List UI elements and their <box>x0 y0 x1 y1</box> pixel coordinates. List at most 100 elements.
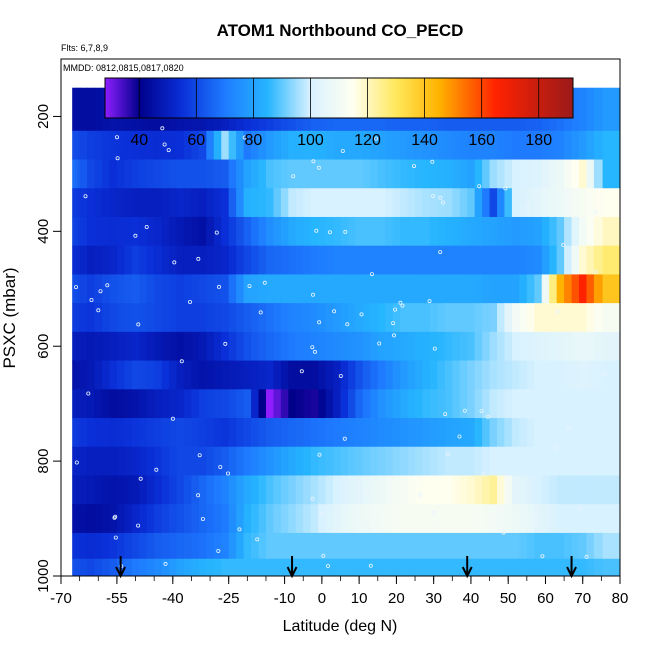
heatmap-cell <box>593 360 604 390</box>
heatmap-cell <box>444 558 453 576</box>
heatmap-cell <box>497 532 506 560</box>
heatmap-cell <box>526 274 535 304</box>
heatmap-cell <box>258 446 267 477</box>
heatmap-cell <box>236 188 245 218</box>
sample-point <box>317 452 322 457</box>
heatmap-cell <box>124 245 133 276</box>
heatmap-cell <box>511 159 520 189</box>
heatmap-cell <box>139 532 148 560</box>
sample-point <box>481 471 486 476</box>
heatmap-cell <box>519 216 528 247</box>
heatmap-cell <box>370 532 379 560</box>
x-tick-label: 70 <box>574 590 591 607</box>
heatmap-cell <box>519 418 528 448</box>
heatmap-cell <box>169 216 178 247</box>
heatmap-cell <box>504 303 513 333</box>
heatmap-cell <box>467 188 476 218</box>
heatmap-cell <box>87 303 96 333</box>
sample-point <box>299 369 304 374</box>
heatmap-cell <box>146 188 155 218</box>
sample-point <box>368 563 373 568</box>
heatmap-cell <box>362 418 371 448</box>
heatmap-cell <box>295 475 304 505</box>
heatmap-cell <box>534 303 543 333</box>
heatmap-cell <box>504 331 513 362</box>
heatmap-cell <box>370 331 379 362</box>
heatmap-cell <box>183 130 193 161</box>
heatmap-cell <box>362 159 371 189</box>
sample-point <box>172 260 177 265</box>
heatmap-cell <box>482 216 491 247</box>
heatmap-cell <box>94 331 103 362</box>
heatmap-cell <box>303 274 312 304</box>
heatmap-cell <box>370 360 379 390</box>
heatmap-cell <box>154 418 163 448</box>
heatmap-cell <box>602 418 612 448</box>
heatmap-cell <box>586 504 595 534</box>
heatmap-cell <box>124 504 133 534</box>
sample-points <box>74 126 608 569</box>
x-tick-label: 50 <box>500 590 517 607</box>
heatmap-cell <box>333 245 342 276</box>
heatmap-cell <box>154 245 163 276</box>
heatmap-cell <box>251 504 260 534</box>
heatmap-cell <box>303 216 312 247</box>
heatmap-cell <box>534 558 543 576</box>
heatmap-cell <box>400 303 409 333</box>
heatmap-cell <box>273 274 282 304</box>
heatmap-cell <box>295 532 304 560</box>
heatmap-cell <box>400 475 409 505</box>
heatmap-cell <box>280 418 289 448</box>
heatmap-cell <box>497 130 506 161</box>
heatmap-cell <box>280 389 289 419</box>
heatmap-cell <box>593 216 604 247</box>
heatmap-cell <box>333 130 342 161</box>
heatmap-cell <box>251 558 260 576</box>
heatmap-cell <box>444 504 453 534</box>
heatmap-cell <box>415 216 424 247</box>
heatmap-cell <box>526 245 535 276</box>
heatmap-cell <box>295 331 304 362</box>
heatmap-cell <box>295 303 304 333</box>
heatmap-cell <box>116 331 125 362</box>
heatmap-cell <box>459 532 468 560</box>
heatmap-cell <box>392 532 401 560</box>
heatmap-cell <box>593 130 604 161</box>
heatmap-cell <box>161 360 170 390</box>
heatmap-cell <box>437 303 446 333</box>
heatmap-cell <box>116 504 125 534</box>
x-tick-label: 30 <box>425 590 442 607</box>
heatmap-cell <box>497 504 506 534</box>
heatmap-cell <box>79 504 88 534</box>
heatmap-cell <box>72 274 76 304</box>
heatmap-cell <box>504 558 513 576</box>
heatmap-cell <box>586 245 595 276</box>
heatmap-cell <box>437 504 446 534</box>
heatmap-cell <box>87 188 96 218</box>
heatmap-cell <box>467 216 476 247</box>
heatmap-cell <box>593 418 604 448</box>
heatmap-cell <box>94 130 103 161</box>
heatmap-cell <box>355 504 364 534</box>
heatmap-cell <box>593 504 604 534</box>
heatmap-cell <box>504 159 513 189</box>
heatmap-cell <box>191 389 200 419</box>
heatmap-cell <box>161 446 170 477</box>
sample-point <box>223 341 228 346</box>
heatmap-cell <box>377 303 386 333</box>
heatmap-cell <box>221 188 230 218</box>
heatmap-cell <box>251 446 260 477</box>
heatmap-cell <box>94 504 103 534</box>
heatmap-cell <box>221 558 230 576</box>
heatmap-cell <box>139 188 148 218</box>
heatmap-cell <box>511 418 520 448</box>
sample-point <box>400 303 405 308</box>
heatmap-cell <box>176 188 185 218</box>
heatmap-cell <box>497 475 506 505</box>
heatmap-cell <box>74 130 78 161</box>
heatmap-cell <box>541 558 550 576</box>
heatmap-cell <box>511 389 520 419</box>
heatmap-cell <box>131 274 140 304</box>
sample-point <box>144 224 149 229</box>
